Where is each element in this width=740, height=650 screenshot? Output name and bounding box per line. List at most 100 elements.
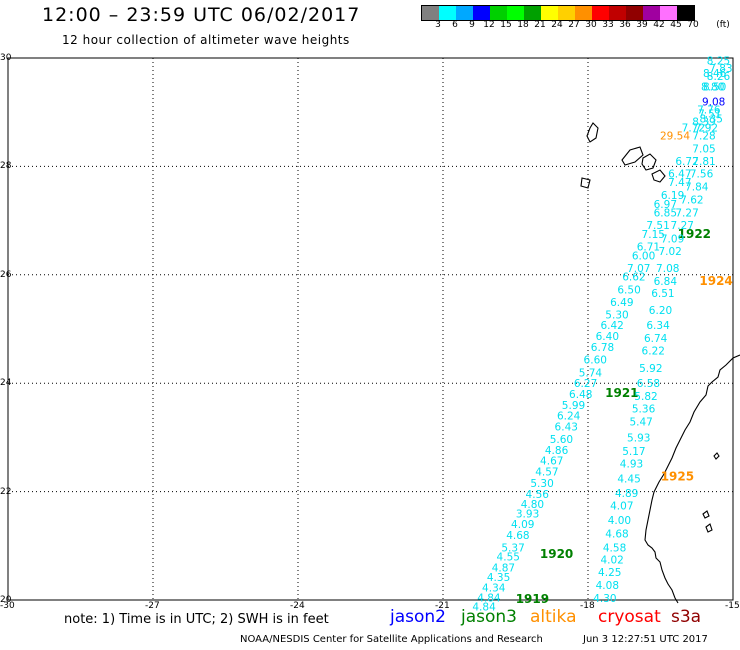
island-small-2 xyxy=(702,510,710,519)
satellite-legend-jason2: jason2 xyxy=(390,607,446,627)
legend-swatch xyxy=(439,6,456,20)
wave-height-value: 8.46 xyxy=(703,68,727,80)
wave-height-value: 6.84 xyxy=(654,276,678,288)
wave-height-value: 4.58 xyxy=(603,542,626,554)
legend-tick-label: 12 xyxy=(483,20,495,30)
wave-height-value: 8.25 xyxy=(707,56,730,68)
legend-tick-label: 42 xyxy=(653,20,665,30)
wave-height-value: 7.81 xyxy=(692,156,715,168)
wave-height-value: 8.35 xyxy=(700,114,723,126)
wave-height-value: 6.74 xyxy=(644,333,668,345)
wave-height-value: 6.72 xyxy=(675,156,698,168)
latitude-tick-label: 30 xyxy=(0,53,12,63)
wave-height-value: 4.09 xyxy=(511,519,534,531)
wave-height-value: 4.56 xyxy=(526,489,550,501)
wave-height-value: 4.89 xyxy=(615,488,638,500)
wave-height-value: 6.78 xyxy=(591,342,614,354)
color-scale-legend xyxy=(421,5,695,21)
footer-note: note: 1) Time is in UTC; 2) SWH is in fe… xyxy=(64,612,329,627)
legend-tick-label: 21 xyxy=(534,20,546,30)
wave-height-value: 4.68 xyxy=(506,530,529,542)
wave-height-value: 5.47 xyxy=(629,417,652,429)
wave-height-value: 6.62 xyxy=(622,271,645,283)
legend-swatch xyxy=(422,6,439,20)
latitude-tick-label: 22 xyxy=(0,486,12,497)
legend-swatch xyxy=(592,6,609,20)
color-scale-labels: 3 6 9 12 15 18 21 24 27 30 33 36 39 42 45 70 (ft) xyxy=(421,20,740,32)
wave-height-value: 4.07 xyxy=(610,501,633,513)
wave-height-value: 7.27 xyxy=(675,207,698,219)
wave-height-value: 5.74 xyxy=(579,367,603,379)
wave-height-value: 5.82 xyxy=(634,391,657,403)
wave-height-value: 6.71 xyxy=(637,242,660,254)
generated-timestamp: Jun 3 12:27:51 UTC 2017 xyxy=(583,634,708,645)
wave-height-value: 6.24 xyxy=(557,411,581,423)
wave-height-value: 7.51 xyxy=(698,108,721,120)
wave-height-value: 6.50 xyxy=(617,284,640,296)
wave-height-value: 7.28 xyxy=(692,131,715,143)
legend-swatch xyxy=(558,6,575,20)
island-lanzarote xyxy=(586,122,599,143)
legend-tick-label: 39 xyxy=(636,20,648,30)
wave-height-value: 4.84 xyxy=(477,592,501,604)
wave-height-value: 7.09 xyxy=(661,233,684,245)
wave-height-value: 7.51 xyxy=(646,220,669,232)
wave-height-value: 6.48 xyxy=(569,389,592,401)
wave-height-labels: 8.257.838.468.268.808.509.087.767.518.35… xyxy=(472,56,732,614)
map-subtitle: 12 hour collection of altimeter wave hei… xyxy=(62,33,350,47)
wave-height-value: 4.68 xyxy=(605,528,628,540)
legend-tick-label: 27 xyxy=(568,20,580,30)
wave-height-value: 4.02 xyxy=(600,554,623,566)
island-fuerteventura xyxy=(580,177,591,189)
wave-height-value: 7.08 xyxy=(656,263,679,275)
legend-unit-label: (ft) xyxy=(716,20,730,30)
legend-swatch xyxy=(643,6,660,20)
latitude-tick-label: 20 xyxy=(0,595,12,605)
legend-swatch xyxy=(456,6,473,20)
wave-height-value: 7.07 xyxy=(627,263,650,275)
map-frame xyxy=(7,57,734,601)
wave-height-value: 5.30 xyxy=(530,478,553,490)
legend-tick-label: 36 xyxy=(619,20,631,30)
wave-height-value: 5.17 xyxy=(622,446,645,458)
longitude-tick-label: -27 xyxy=(145,601,160,611)
latitude-tick-label: 26 xyxy=(0,269,12,280)
wave-height-value: 6.19 xyxy=(661,190,684,202)
wave-height-value: 5.37 xyxy=(501,542,524,554)
longitude-tick-label: -15 xyxy=(725,601,740,611)
legend-swatch xyxy=(609,6,626,20)
wave-height-value: 7.02 xyxy=(658,246,681,258)
wave-height-value: 6.20 xyxy=(649,305,672,317)
wave-height-value: 7.05 xyxy=(692,144,715,156)
island-small-3 xyxy=(705,523,713,533)
legend-swatch xyxy=(626,6,643,20)
pass-number-label: 1919 xyxy=(516,592,549,606)
legend-tick-label: 3 xyxy=(435,20,441,30)
wave-height-value: 4.84 xyxy=(472,602,496,614)
wave-height-value: 6.47 xyxy=(668,168,691,180)
wave-height-value: 4.00 xyxy=(608,515,631,527)
legend-swatch xyxy=(677,6,694,20)
wave-height-value: 6.58 xyxy=(637,378,660,390)
wave-height-value: 5.60 xyxy=(550,434,573,446)
pass-number-label: 1924 xyxy=(699,274,732,288)
latitude-tick-label: 28 xyxy=(0,161,12,172)
wave-height-value: 6.43 xyxy=(555,422,578,434)
legend-swatch xyxy=(507,6,524,20)
wave-height-value: 8.26 xyxy=(707,71,731,83)
satellite-legend-cryosat: cryosat xyxy=(598,607,661,627)
wave-height-value: 7.27 xyxy=(671,220,694,232)
legend-swatch xyxy=(575,6,592,20)
wave-height-value: 5.93 xyxy=(627,432,650,444)
wave-height-value: 7.72 xyxy=(682,122,705,134)
wave-height-value: 5.30 xyxy=(605,309,628,321)
map-title: 12:00 – 23:59 UTC 06/02/2017 xyxy=(42,4,361,26)
pass-number-label: 1920 xyxy=(540,547,573,561)
wave-height-value: 7.62 xyxy=(680,194,703,206)
wave-height-value: 3.93 xyxy=(516,508,539,520)
legend-tick-label: 30 xyxy=(585,20,597,30)
wave-height-value: 6.40 xyxy=(596,331,619,343)
legend-tick-label: 45 xyxy=(670,20,682,30)
wave-height-value: 5.92 xyxy=(639,363,662,375)
